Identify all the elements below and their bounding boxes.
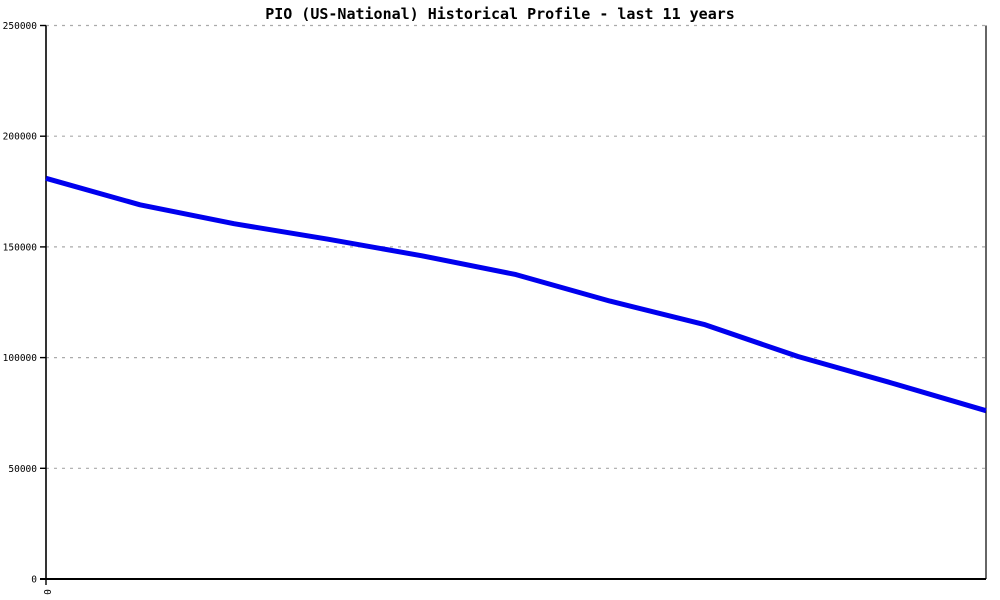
data-line	[45, 175, 987, 414]
y-tick-label: 100000	[3, 353, 38, 364]
chart-title: PIO (US-National) Historical Profile - l…	[265, 5, 735, 23]
y-tick-label: 50000	[8, 464, 37, 475]
y-tick-label: 150000	[3, 242, 38, 253]
y-tick-label: 250000	[3, 21, 38, 32]
x-tick-label: 0	[41, 589, 52, 595]
y-tick-label: 0	[31, 575, 37, 586]
y-tick-label: 200000	[3, 132, 38, 143]
